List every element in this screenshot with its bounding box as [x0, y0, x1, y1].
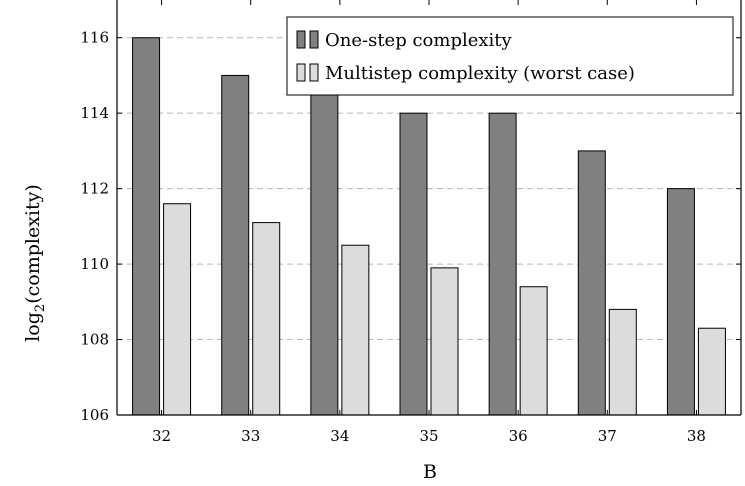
x-tick-label-34: 34 [330, 427, 349, 445]
legend-label-one-step: One-step complexity [325, 30, 513, 51]
legend-label-multistep: Multistep complexity (worst case) [325, 63, 635, 84]
bar-multistep-36 [519, 286, 548, 416]
y-tick-label-116: 116 [80, 29, 109, 47]
x-tick-label-33: 33 [241, 427, 260, 445]
bar-multistep-37 [608, 308, 637, 416]
bar-one-step-35 [399, 112, 428, 416]
legend-box [286, 16, 734, 96]
ticks: 106 108 110 112 114 116 32 33 34 35 36 37 38 [80, 0, 741, 445]
legend-swatch-multistep-b [309, 63, 319, 82]
x-axis-label: B [423, 461, 437, 483]
bar-one-step-38 [666, 188, 695, 416]
y-tick-label-108: 108 [80, 331, 109, 349]
bar-one-step-32 [132, 37, 161, 416]
legend-swatch-one-step-a [296, 30, 306, 49]
bar-multistep-33 [252, 222, 281, 416]
bar-multistep-34 [341, 244, 370, 416]
y-tick-label-106: 106 [80, 406, 109, 424]
legend: One-step complexity Multistep complexity… [286, 16, 734, 96]
legend-swatch-one-step-b [309, 30, 319, 49]
bar-one-step-34 [310, 74, 339, 416]
bar-multistep-38 [697, 327, 726, 416]
x-tick-label-35: 35 [419, 427, 438, 445]
bar-one-step-36 [488, 112, 517, 416]
legend-swatch-multistep-a [296, 63, 306, 82]
bars [132, 37, 726, 416]
x-tick-label-36: 36 [509, 427, 528, 445]
bar-one-step-37 [577, 150, 606, 416]
x-tick-label-37: 37 [598, 427, 617, 445]
y-tick-label-114: 114 [80, 104, 109, 122]
y-tick-label-112: 112 [80, 180, 109, 198]
y-tick-label-110: 110 [80, 255, 109, 273]
x-tick-label-32: 32 [152, 427, 171, 445]
bar-multistep-32 [163, 203, 192, 416]
bar-multistep-35 [430, 267, 459, 416]
bar-one-step-33 [221, 74, 250, 416]
y-axis-label: log2(complexity) [22, 184, 48, 342]
x-tick-label-38: 38 [687, 427, 706, 445]
